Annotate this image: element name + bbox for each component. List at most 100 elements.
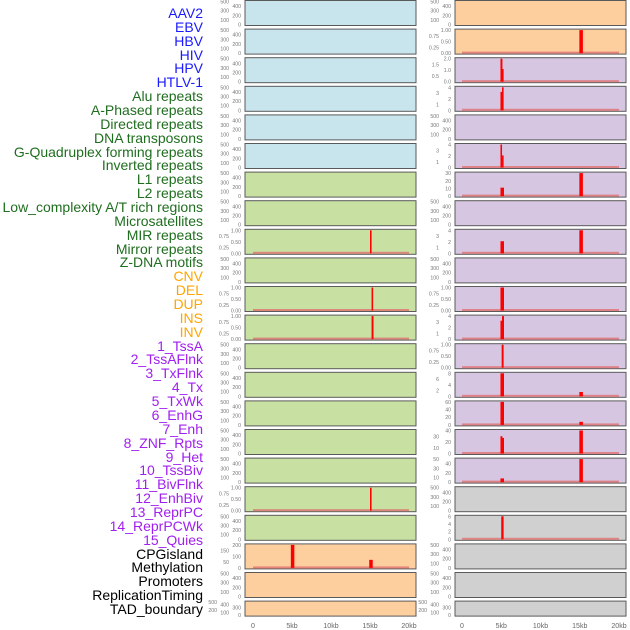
y-tick-label: 0 xyxy=(448,480,451,486)
y-tick-label: 2.0 xyxy=(444,57,451,63)
y-tick-label: 1 xyxy=(436,331,439,337)
y-tick-label: 200 xyxy=(232,185,241,191)
y-tick-label: 100 xyxy=(220,611,229,617)
panel-background xyxy=(244,400,417,427)
track-label: L2 repeats xyxy=(136,185,203,202)
y-tick-label: 10 xyxy=(445,186,451,192)
y-tick-label: 400 xyxy=(232,147,241,153)
panel-background xyxy=(244,85,417,112)
y-tick-label: 0.5 xyxy=(432,74,439,80)
y-tick-label: 1.00 xyxy=(231,228,241,234)
bar xyxy=(502,69,504,82)
y-tick-label: 300 xyxy=(220,466,229,472)
y-tick-label: 0 xyxy=(238,366,241,372)
x-tick-label: 0 xyxy=(460,623,464,630)
panel-background xyxy=(454,371,627,398)
y-tick-label: 0 xyxy=(238,595,241,601)
y-tick-label: 100 xyxy=(430,504,439,510)
track-panel: 0 2 4 6 8 xyxy=(436,371,627,400)
y-tick-label: 200 xyxy=(232,128,241,134)
y-tick-label: 300 xyxy=(430,581,439,587)
baseline xyxy=(462,166,619,168)
y-tick-label: 300 xyxy=(442,605,451,611)
y-tick-label: 500 xyxy=(430,257,439,263)
y-tick-label: 400 xyxy=(232,433,241,439)
y-tick-label: 0 xyxy=(238,166,241,172)
panel-background xyxy=(454,457,627,484)
y-tick-label: 0 xyxy=(448,566,451,572)
y-tick-label: 0 xyxy=(238,223,241,229)
panel-background xyxy=(244,514,417,541)
y-tick-label: 100 xyxy=(220,533,229,539)
y-tick-label: 0.25 xyxy=(219,503,229,509)
y-tick-label: 300 xyxy=(220,66,229,72)
panel-background xyxy=(244,143,417,169)
y-tick-label: 200 xyxy=(442,500,451,506)
y-tick-label: 0.75 xyxy=(219,320,229,326)
y-tick-label: 60 xyxy=(445,400,451,406)
y-tick-label: 400 xyxy=(232,376,241,382)
track-panel: 0 1 2 3 4 xyxy=(436,314,627,343)
x-tick-label: 5kb xyxy=(496,623,507,630)
baseline xyxy=(462,394,619,397)
panel-background xyxy=(244,171,417,198)
y-tick-label: 100 xyxy=(220,447,229,453)
panel-background xyxy=(244,228,417,255)
y-tick-label: 0 xyxy=(238,51,241,57)
y-tick-label: 20 xyxy=(445,440,451,446)
y-tick-label: 500 xyxy=(430,114,439,120)
y-tick-label: 0.50 xyxy=(441,40,451,46)
y-tick-label: 0 xyxy=(238,108,241,114)
bar xyxy=(500,144,503,168)
y-tick-label: 500 xyxy=(220,572,229,578)
y-tick-label: 0 xyxy=(238,423,241,429)
y-tick-label: 4 xyxy=(448,383,451,389)
y-tick-label: 400 xyxy=(232,576,241,582)
y-tick-label: 200 xyxy=(232,414,241,420)
y-tick-label: 200 xyxy=(232,42,241,48)
y-tick-label: 30 xyxy=(445,171,451,177)
track-panel: 0 10 20 30 40 50 xyxy=(433,457,627,486)
y-tick-label: 3 xyxy=(436,91,439,97)
panel-background xyxy=(244,600,417,617)
panel-background xyxy=(244,286,417,312)
y-tick-label: 0 xyxy=(448,23,451,29)
y-tick-label: 200 xyxy=(442,271,451,277)
y-tick-label: 400 xyxy=(232,204,241,210)
track-label: HTLV-1 xyxy=(156,74,203,91)
y-tick-label: 3 xyxy=(436,148,439,154)
y-tick-label: 300 xyxy=(220,381,229,387)
bar xyxy=(500,436,503,454)
y-tick-label: 200 xyxy=(442,13,451,19)
y-tick-label: 150 xyxy=(220,549,229,555)
panel-background xyxy=(244,486,417,513)
panel-background xyxy=(244,343,417,370)
y-tick-label: 0.75 xyxy=(429,348,439,354)
y-tick-label: 20 xyxy=(445,471,451,477)
y-tick-label: 300 xyxy=(220,409,229,415)
y-tick-label: 100 xyxy=(220,590,229,596)
y-tick-label: 1 xyxy=(436,103,439,109)
y-tick-label: 0 xyxy=(448,509,451,515)
y-tick-label: 500 xyxy=(220,457,229,463)
y-tick-label: 100 xyxy=(232,554,241,560)
y-tick-label: 100 xyxy=(430,18,439,24)
y-tick-label: 10 xyxy=(433,476,439,482)
y-tick-label: 100 xyxy=(430,611,439,617)
y-tick-label: 400 xyxy=(232,90,241,96)
y-tick-label: 3 xyxy=(436,234,439,240)
y-tick-label: 500 xyxy=(430,572,439,578)
x-tick-label: 15kb xyxy=(362,623,377,630)
y-tick-label: 2 xyxy=(448,240,451,246)
y-tick-label: 3 xyxy=(436,320,439,326)
y-tick-label: 0.25 xyxy=(429,303,439,309)
y-tick-label: 0.25 xyxy=(429,45,439,51)
bar xyxy=(500,478,504,483)
bar xyxy=(502,87,504,111)
track-label: EBV xyxy=(174,18,203,35)
